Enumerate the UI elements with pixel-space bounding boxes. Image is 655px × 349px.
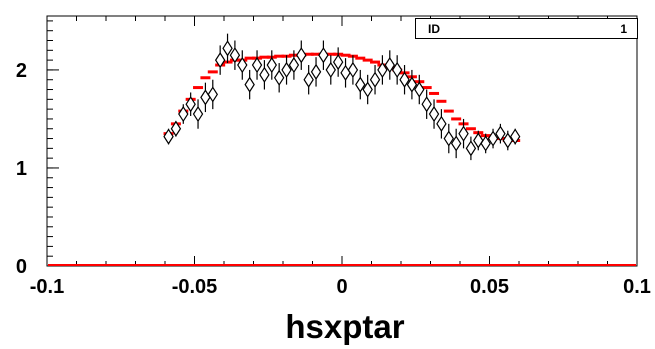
data-point	[509, 128, 521, 145]
data-point	[502, 132, 514, 149]
data-point	[200, 89, 211, 106]
data-point	[178, 105, 189, 123]
data-point	[458, 125, 469, 142]
data-point	[487, 130, 499, 147]
data-point	[355, 76, 366, 93]
data-point	[251, 56, 263, 74]
data-point	[399, 71, 410, 88]
data-point	[421, 96, 432, 113]
x-tick-label: 0	[336, 276, 347, 298]
data-point	[465, 140, 477, 157]
data-point	[185, 96, 196, 113]
data-point	[406, 76, 418, 93]
data-point	[495, 125, 506, 142]
data-point	[436, 115, 447, 132]
data-point	[325, 61, 337, 79]
x-tick-label: 0.1	[623, 276, 651, 298]
data-point	[281, 61, 292, 79]
data-point	[318, 47, 329, 64]
data-point	[414, 81, 425, 98]
data-point	[296, 47, 307, 64]
data-point	[207, 86, 219, 103]
data-point	[237, 56, 248, 74]
y-tick-label: 0	[16, 256, 27, 278]
x-tick-label: 0.05	[470, 276, 509, 298]
stats-label: ID	[428, 22, 440, 36]
data-point	[384, 56, 396, 74]
data-point	[170, 120, 182, 137]
data-point	[332, 53, 344, 71]
data-point	[163, 128, 174, 145]
data-point	[303, 71, 314, 88]
data-point	[229, 47, 241, 64]
data-point	[443, 130, 455, 147]
stats-value: 1	[620, 22, 627, 36]
x-axis-label: hsxptar	[285, 308, 404, 345]
data-point	[273, 69, 285, 86]
data-point	[369, 71, 381, 88]
data-marks	[48, 33, 636, 266]
data-point	[192, 105, 204, 123]
y-tick-label: 2	[16, 60, 27, 82]
data-point	[480, 135, 491, 152]
x-tick-label: -0.1	[30, 276, 64, 298]
data-point	[214, 52, 226, 69]
data-point	[377, 61, 388, 79]
y-tick-label: 1	[16, 158, 27, 180]
data-point	[473, 132, 484, 149]
data-point	[347, 61, 359, 79]
data-point	[362, 81, 373, 98]
data-point	[310, 63, 322, 80]
data-point	[259, 66, 270, 83]
data-point	[450, 135, 462, 152]
data-point	[222, 40, 233, 57]
x-tick-label: -0.05	[172, 276, 218, 298]
data-point	[244, 76, 255, 93]
stats-box: ID 1	[415, 18, 638, 39]
data-point	[391, 61, 403, 79]
data-point	[340, 64, 351, 81]
data-point	[288, 56, 300, 74]
data-point	[428, 105, 440, 123]
data-point	[266, 56, 278, 74]
axes-frame: -0.1 -0.05 0 0.05 0.1 0 1 2	[16, 15, 651, 298]
